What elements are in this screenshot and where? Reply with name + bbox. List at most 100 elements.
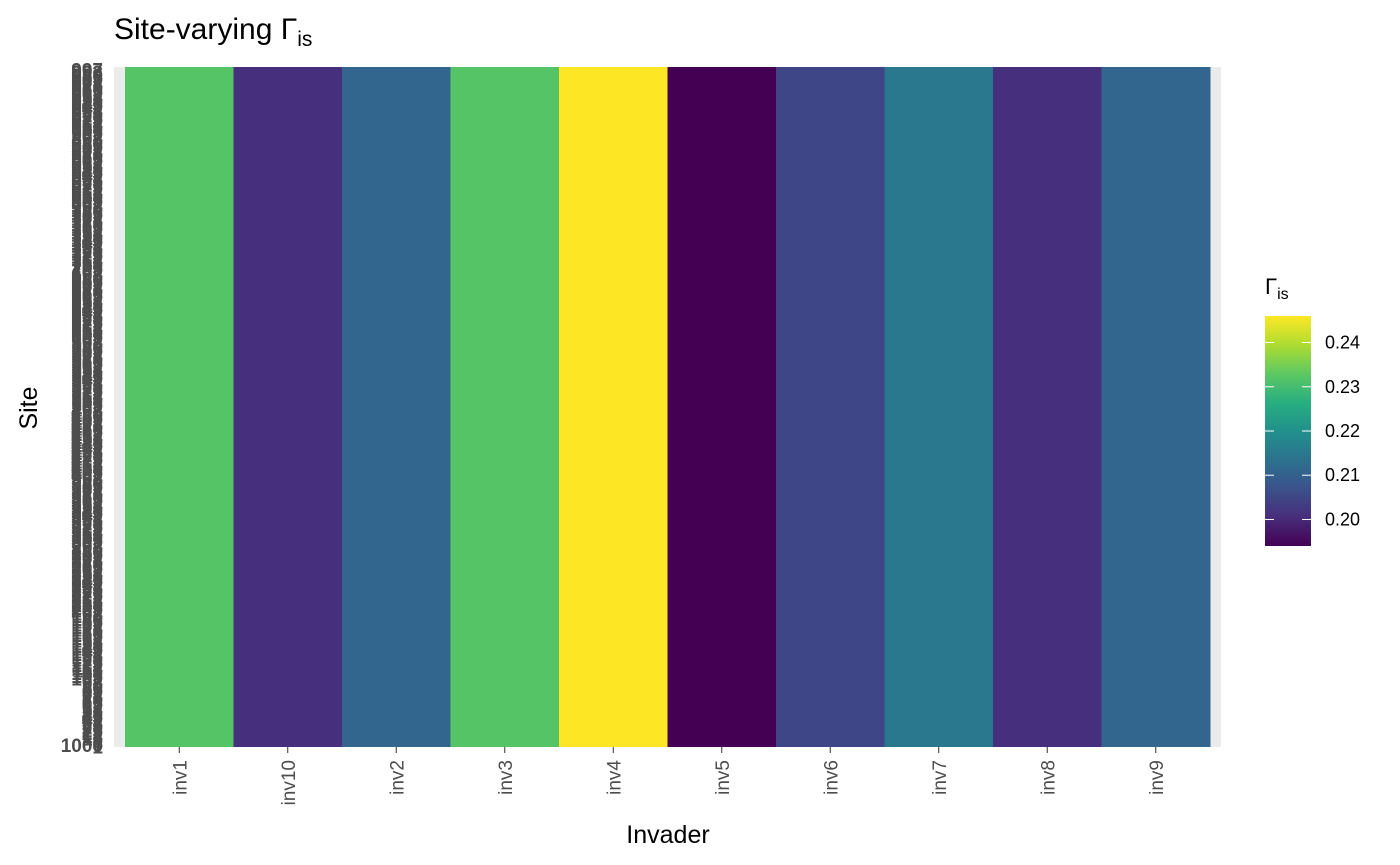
y-tick-label: 177 [71, 618, 103, 639]
y-tick-label: 665 [71, 286, 103, 307]
y-tick-label: 333 [71, 512, 103, 533]
y-tick-label: 653 [71, 294, 103, 315]
y-tick-label: 469 [71, 419, 103, 440]
y-tick-label: 953 [71, 90, 103, 111]
y-tick-label: 17 [82, 727, 103, 748]
y-tick-label: 905 [71, 123, 103, 144]
y-tick-label: 329 [71, 515, 103, 536]
y-tick-label: 729 [71, 243, 103, 264]
y-tick-label: 809 [71, 188, 103, 209]
x-tick-label-inv9: inv9 [1147, 760, 1168, 795]
y-tick-label: 325 [71, 517, 103, 538]
y-tick-label: 993 [71, 63, 103, 84]
y-tick-label: 629 [71, 311, 103, 332]
y-tick-label: 949 [71, 93, 103, 114]
y-tick-label: 385 [71, 477, 103, 498]
x-tick-label-inv5: inv5 [713, 760, 734, 795]
y-tick-label: 145 [71, 640, 103, 661]
y-tick-label: 381 [71, 479, 103, 500]
y-tick-label: 673 [71, 281, 103, 302]
y-tick-label: 429 [71, 447, 103, 468]
y-tick-label: 773 [71, 213, 103, 234]
y-tick-label: 909 [71, 120, 103, 141]
y-tick-label: 421 [71, 452, 103, 473]
y-tick-label: 957 [71, 88, 103, 109]
y-tick-label: 977 [71, 74, 103, 95]
y-tick-label: 13 [82, 730, 103, 751]
y-tick-label: 605 [71, 327, 103, 348]
y-tick-label: 669 [71, 283, 103, 304]
y-tick-label: 873 [71, 145, 103, 166]
y-tick-label: 577 [71, 346, 103, 367]
y-tick-label: 129 [71, 651, 103, 672]
y-tick-label: 589 [71, 338, 103, 359]
y-tick-label: 725 [71, 245, 103, 266]
y-tick-label: 341 [71, 506, 103, 527]
y-tick-label: 717 [71, 251, 103, 272]
y-tick-label: 761 [71, 221, 103, 242]
y-tick-label: 361 [71, 493, 103, 514]
y-tick-label: 437 [71, 441, 103, 462]
heatmap-cell-inv7 [884, 67, 994, 747]
y-tick-label: 581 [71, 343, 103, 364]
y-tick-label: 625 [71, 313, 103, 334]
x-tick-label-inv7: inv7 [930, 760, 951, 795]
x-tick-label-inv8: inv8 [1038, 760, 1059, 795]
y-tick-label: 149 [71, 637, 103, 658]
y-tick-label: 349 [71, 501, 103, 522]
y-tick-label: 253 [71, 566, 103, 587]
y-tick-label: 309 [71, 528, 103, 549]
y-tick-label: 197 [71, 604, 103, 625]
y-tick-label: 889 [71, 134, 103, 155]
y-tick-label: 969 [71, 79, 103, 100]
y-tick-label: 533 [71, 376, 103, 397]
heatmap-cell-inv10 [233, 67, 343, 747]
y-tick-label: 9 [92, 732, 103, 753]
y-tick-label: 193 [71, 607, 103, 628]
y-tick-label: 825 [71, 177, 103, 198]
y-tick-label: 281 [71, 547, 103, 568]
y-tick-label: 205 [71, 599, 103, 620]
y-tick-label: 213 [71, 594, 103, 615]
y-tick-label: 929 [71, 107, 103, 128]
y-tick-label: 53 [82, 702, 103, 723]
legend-title: Γis [1265, 274, 1289, 303]
y-tick-label: 961 [71, 85, 103, 106]
y-tick-label: 441 [71, 438, 103, 459]
y-tick-label: 617 [71, 319, 103, 340]
y-tick-label: 945 [71, 96, 103, 117]
y-tick-label: 265 [71, 558, 103, 579]
y-tick-label: 529 [71, 379, 103, 400]
y-tick-label: 369 [71, 487, 103, 508]
y-tick-label: 133 [71, 648, 103, 669]
y-tick-label: 109 [71, 664, 103, 685]
y-axis-title: Site [15, 386, 43, 429]
y-tick-label: 941 [71, 98, 103, 119]
legend-tick-label: 0.24 [1325, 333, 1360, 353]
y-tick-label: 869 [71, 147, 103, 168]
y-tick-label: 509 [71, 392, 103, 413]
y-tick-label: 117 [72, 659, 103, 680]
y-tick-label: 757 [71, 224, 103, 245]
y-tick-label: 845 [71, 164, 103, 185]
x-tick-labels: inv1 inv10 inv2 inv3 inv4 inv5 inv6 inv7 inv8 inv… [170, 747, 1168, 805]
y-tick-label: 461 [71, 425, 103, 446]
y-tick-label: 561 [71, 357, 103, 378]
y-tick-label: 565 [71, 354, 103, 375]
y-tick-label: 813 [71, 186, 103, 207]
heatmap-cell-inv8 [993, 67, 1102, 747]
y-tick-label: 357 [71, 496, 103, 517]
y-tick-label: 517 [71, 387, 103, 408]
y-tick-label: 241 [71, 574, 103, 595]
y-tick-label: 601 [71, 330, 103, 351]
y-tick-label: 677 [71, 278, 103, 299]
y-tick-label: 473 [71, 417, 103, 438]
y-tick-label: 585 [71, 341, 103, 362]
heatmap-cell-inv5 [667, 67, 777, 747]
y-tick-label: 93 [82, 675, 103, 696]
y-tick-label: 753 [71, 226, 103, 247]
y-tick-label: 913 [71, 118, 103, 139]
y-tick-label: 305 [71, 531, 103, 552]
y-tick-label: 365 [71, 490, 103, 511]
